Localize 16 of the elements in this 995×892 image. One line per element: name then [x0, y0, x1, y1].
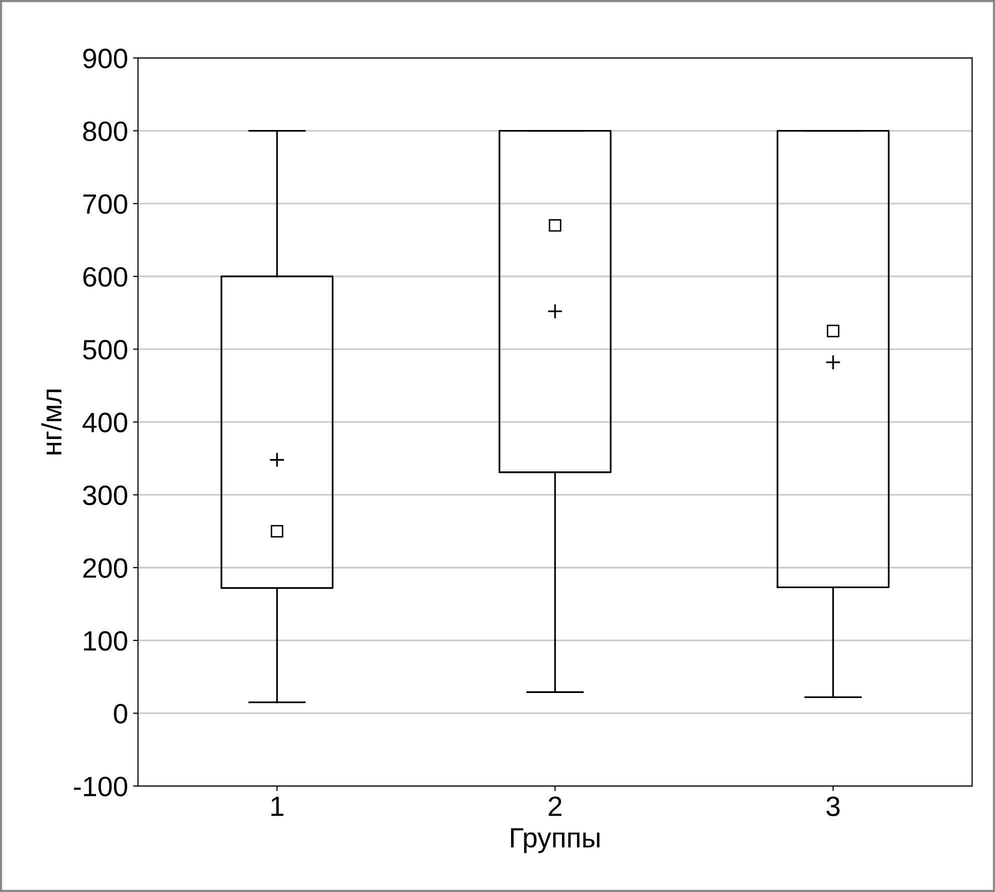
y-tick-label: 0: [114, 704, 128, 724]
y-tick-label: 100: [84, 631, 128, 651]
x-tick-label: 3: [826, 796, 840, 816]
y-tick-label: 400: [82, 412, 128, 432]
y-tick-label: 200: [83, 558, 128, 578]
x-axis-title: Группы: [511, 828, 600, 854]
y-axis-title: нг/мл: [41, 390, 62, 454]
y-tick-label: 700: [83, 194, 128, 214]
x-tick-label: 2: [548, 796, 562, 816]
y-tick-label: 300: [83, 485, 128, 506]
y-tick-label: 600: [83, 267, 128, 287]
y-tick-label: -100: [74, 776, 128, 796]
y-tick-label: 900: [83, 48, 128, 68]
y-tick-label: 800: [83, 121, 128, 142]
y-tick-label: 500: [83, 340, 128, 360]
x-tick-label: 1: [271, 796, 284, 816]
